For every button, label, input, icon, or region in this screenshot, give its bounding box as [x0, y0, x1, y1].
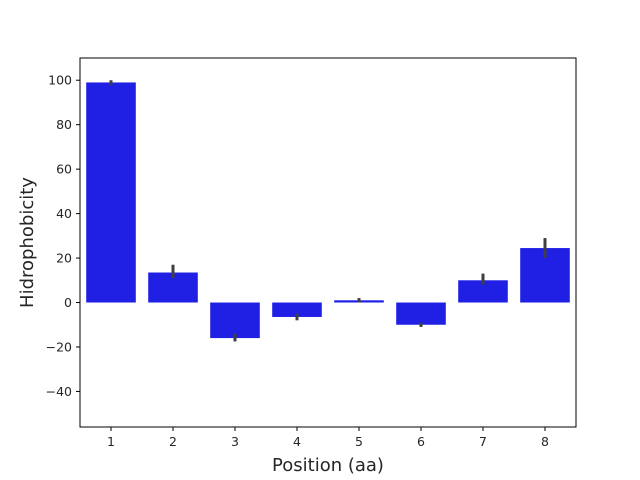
- x-tick-label: 1: [107, 434, 115, 449]
- y-tick-label: 60: [56, 162, 72, 177]
- y-tick-label: 0: [64, 295, 72, 310]
- x-axis-label: Position (aa): [272, 455, 384, 476]
- y-tick-label: 80: [56, 117, 72, 132]
- x-tick-label: 7: [479, 434, 487, 449]
- bars-group: [86, 82, 570, 339]
- bar-1: [86, 82, 136, 303]
- x-tick-label: 2: [169, 434, 177, 449]
- x-tick-label: 4: [293, 434, 301, 449]
- x-tick-label: 5: [355, 434, 363, 449]
- y-axis-label: Hidrophobicity: [17, 177, 38, 308]
- bar-4: [272, 302, 322, 317]
- x-tick-label: 6: [417, 434, 425, 449]
- x-tick-label: 3: [231, 434, 239, 449]
- bar-7: [458, 280, 508, 303]
- bar-3: [210, 302, 260, 339]
- error-bars-group: [109, 80, 547, 342]
- x-tick-label: 8: [541, 434, 549, 449]
- y-tick-label: 40: [56, 206, 72, 221]
- bar-6: [396, 302, 446, 325]
- y-tick-label: −40: [46, 384, 72, 399]
- plot-frame: [79, 57, 577, 428]
- y-tick-label: 100: [48, 73, 72, 88]
- x-axis-ticks: 1 2 3 4 5 6 7 8: [107, 427, 549, 449]
- y-tick-label: −20: [46, 339, 72, 354]
- y-tick-label: 20: [56, 251, 72, 266]
- y-axis-ticks: −40 −20 0 20 40 60 80 100: [46, 73, 80, 399]
